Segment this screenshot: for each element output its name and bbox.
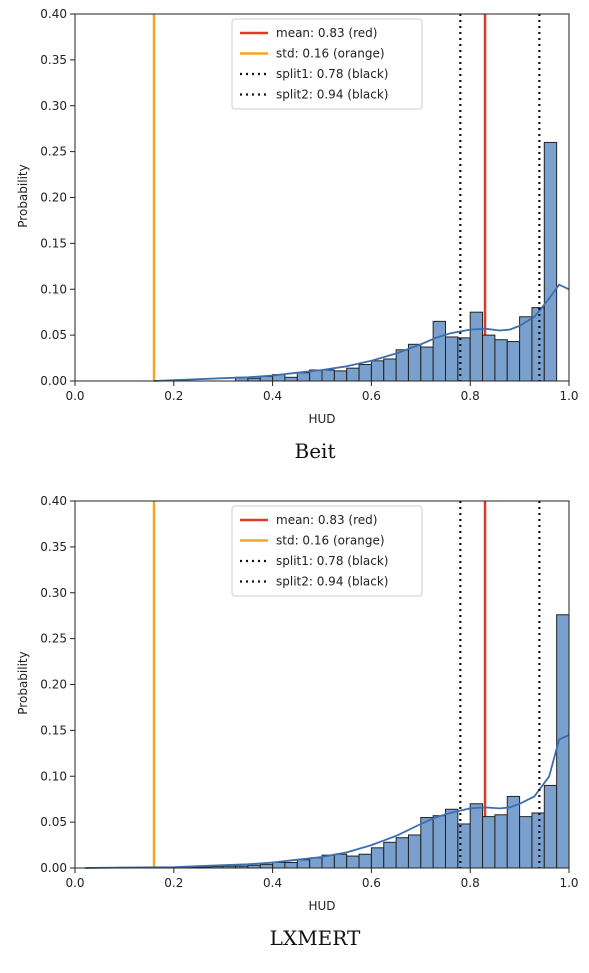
legend-label: std: 0.16 (orange) <box>276 47 385 61</box>
y-tick-label: 0.35 <box>40 53 67 67</box>
histogram-bar <box>358 363 372 382</box>
y-tick-label: 0.05 <box>40 328 67 342</box>
legend-box <box>231 505 423 597</box>
x-tick-label: 0.2 <box>164 876 183 890</box>
histogram-bar <box>309 857 323 869</box>
x-tick-label: 0.6 <box>362 876 381 890</box>
chart-svg: 0.0 0.2 0.4 0.6 0.8 1.0 0.00 0.05 0.10 0.15 0.20 0.… <box>16 7 579 463</box>
histogram-bar <box>333 370 348 382</box>
histogram-bar <box>407 834 422 869</box>
x-tick-label: 0.8 <box>461 876 480 890</box>
legend-label: mean: 0.83 (red) <box>276 26 377 40</box>
histogram-bar <box>469 311 484 382</box>
legend-box <box>231 18 423 110</box>
histogram-bar <box>284 376 298 382</box>
x-tick-label: 0.0 <box>65 389 84 403</box>
histogram-bar <box>383 358 397 382</box>
histogram-bar <box>370 847 385 869</box>
histogram-bar <box>543 784 558 869</box>
histogram-bar <box>346 367 360 382</box>
histogram-bar <box>482 334 496 382</box>
histogram-bar <box>370 360 385 382</box>
y-tick-label: 0.35 <box>40 540 67 554</box>
histogram-bar <box>543 141 558 382</box>
x-axis-label: HUD <box>308 412 335 426</box>
chart-panel-lxmert: 0.0 0.2 0.4 0.6 0.8 1.0 0.00 0.05 0.10 0.15 0.20 0.… <box>0 487 589 973</box>
y-tick-label: 0.15 <box>40 723 67 737</box>
y-tick-label: 0.30 <box>40 99 67 113</box>
x-axis-label: HUD <box>308 899 335 913</box>
x-tick-label: 1.0 <box>559 876 578 890</box>
legend-label: split1: 0.78 (black) <box>276 67 388 81</box>
y-tick-label: 0.25 <box>40 632 67 646</box>
x-tick-label: 0.2 <box>164 389 183 403</box>
histogram-bar <box>494 339 508 382</box>
histogram-bar <box>395 837 409 869</box>
histogram-bar <box>432 815 446 869</box>
y-tick-label: 0.30 <box>40 586 67 600</box>
histogram-bar <box>519 816 533 869</box>
legend-label: split1: 0.78 (black) <box>276 554 388 568</box>
histogram-bar <box>469 803 484 869</box>
y-tick-label: 0.20 <box>40 191 67 205</box>
y-tick-label: 0.40 <box>40 7 67 21</box>
histogram-bar <box>358 853 372 869</box>
chart-svg: 0.0 0.2 0.4 0.6 0.8 1.0 0.00 0.05 0.10 0.15 0.20 0.… <box>16 494 579 950</box>
histogram-bar <box>506 341 521 382</box>
y-tick-label: 0.10 <box>40 282 67 296</box>
y-tick-label: 0.15 <box>40 236 67 250</box>
y-tick-label: 0.05 <box>40 815 67 829</box>
histogram-bar <box>346 855 360 869</box>
legend-label: split2: 0.94 (black) <box>276 575 388 589</box>
y-tick-label: 0.25 <box>40 145 67 159</box>
chart-caption: LXMERT <box>270 926 361 950</box>
histogram-bar <box>272 861 286 869</box>
histogram-bar <box>407 343 422 382</box>
histogram-bar <box>333 853 348 869</box>
legend-label: std: 0.16 (orange) <box>276 534 385 548</box>
histogram-bar <box>420 817 434 869</box>
histogram-bar <box>445 808 459 869</box>
histogram-bar <box>296 372 311 382</box>
y-tick-label: 0.00 <box>40 861 67 875</box>
kde-curve <box>153 283 570 382</box>
histogram-bar <box>445 336 459 382</box>
histogram-bar <box>259 863 274 869</box>
legend-label: split2: 0.94 (black) <box>276 88 388 102</box>
y-tick-label: 0.40 <box>40 494 67 508</box>
y-tick-label: 0.10 <box>40 769 67 783</box>
y-tick-label: 0.20 <box>40 678 67 692</box>
x-tick-label: 0.0 <box>65 876 84 890</box>
histogram-bar <box>531 307 545 382</box>
x-tick-label: 0.6 <box>362 389 381 403</box>
y-axis-label: Probability <box>16 164 30 227</box>
histogram-bar <box>432 320 446 382</box>
histogram-bar <box>519 316 533 382</box>
chart-panel-beit: 0.0 0.2 0.4 0.6 0.8 1.0 0.00 0.05 0.10 0.15 0.20 0.… <box>0 0 589 486</box>
histogram-bar <box>494 814 508 869</box>
histogram-bar <box>383 841 397 869</box>
x-tick-label: 0.4 <box>263 389 282 403</box>
histogram-bar <box>321 369 335 382</box>
histogram-bar <box>296 859 311 869</box>
histogram-bar <box>395 349 409 382</box>
histogram-bar <box>482 816 496 869</box>
x-tick-label: 0.4 <box>263 876 282 890</box>
kde-curve <box>84 734 570 869</box>
x-tick-label: 0.8 <box>461 389 480 403</box>
y-axis-label: Probability <box>16 651 30 714</box>
y-tick-label: 0.00 <box>40 374 67 388</box>
histogram-bar <box>284 861 298 869</box>
legend-label: mean: 0.83 (red) <box>276 513 377 527</box>
chart-caption: Beit <box>295 439 336 463</box>
histogram-bar <box>531 812 545 869</box>
x-tick-label: 1.0 <box>559 389 578 403</box>
histogram-bar <box>420 346 434 382</box>
